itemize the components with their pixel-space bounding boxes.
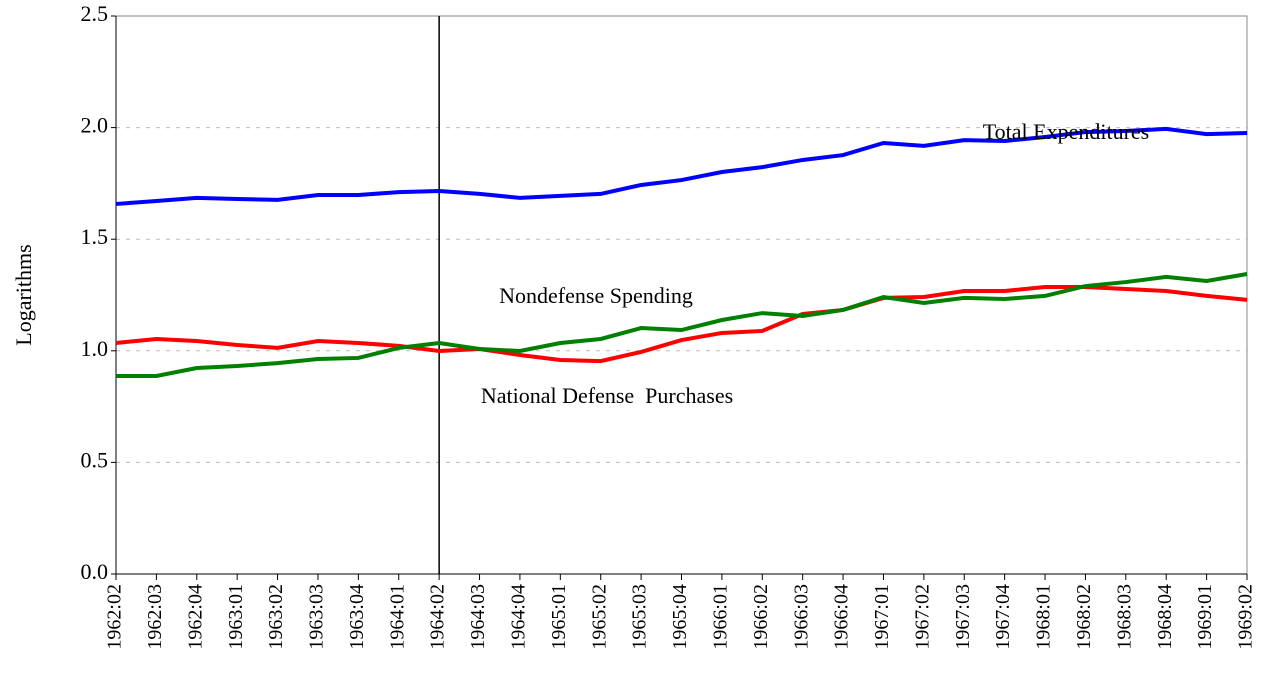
x-tick-label: 1967:03 — [952, 584, 974, 650]
x-tick-label: 1965:03 — [629, 584, 651, 650]
x-tick-label: 1964:02 — [427, 584, 449, 650]
x-tick-label: 1963:03 — [306, 584, 328, 650]
x-tick-label: 1967:01 — [871, 584, 893, 650]
x-tick-label: 1969:01 — [1194, 584, 1216, 650]
x-tick-label: 1969:02 — [1235, 584, 1257, 650]
y-tick-label: 2.0 — [81, 113, 109, 138]
x-tick-label: 1968:02 — [1073, 584, 1095, 650]
x-tick-label: 1965:01 — [548, 584, 570, 650]
x-tick-label: 1967:04 — [992, 584, 1014, 650]
x-tick-label: 1965:04 — [669, 584, 691, 650]
y-tick-label: 2.5 — [81, 1, 109, 26]
series-line — [116, 272, 1248, 379]
series-label: Nondefense Spending — [499, 283, 693, 308]
x-tick-label: 1964:04 — [508, 584, 530, 650]
x-tick-label: 1966:01 — [709, 584, 731, 650]
x-tick-label: 1966:04 — [831, 584, 853, 650]
y-tick-label: 0.5 — [81, 447, 109, 472]
x-tick-label: 1964:01 — [386, 584, 408, 650]
series-label: National Defense Purchases — [481, 383, 733, 408]
y-axis-label: Logarithms — [11, 244, 36, 345]
x-tick-label: 1962:04 — [184, 584, 206, 650]
y-tick-label: 0.0 — [81, 559, 109, 584]
x-tick-label: 1966:02 — [750, 584, 772, 650]
x-tick-label: 1962:03 — [144, 584, 166, 650]
x-tick-label: 1963:02 — [265, 584, 287, 650]
x-tick-label: 1963:01 — [225, 584, 247, 650]
y-tick-label: 1.5 — [81, 224, 109, 249]
x-tick-label: 1964:03 — [467, 584, 489, 650]
x-tick-label: 1967:02 — [911, 584, 933, 650]
x-tick-label: 1966:03 — [790, 584, 812, 650]
x-tick-label: 1968:04 — [1154, 584, 1176, 650]
series-label: Total Expenditures — [983, 119, 1149, 144]
series-line — [115, 126, 1248, 206]
x-tick-label: 1968:01 — [1033, 584, 1055, 650]
series-line — [115, 284, 1248, 364]
x-tick-label: 1965:02 — [588, 584, 610, 650]
y-tick-label: 1.0 — [81, 336, 109, 361]
x-tick-label: 1968:03 — [1113, 584, 1135, 650]
x-tick-label: 1963:04 — [346, 584, 368, 650]
x-tick-label: 1962:02 — [104, 584, 126, 650]
